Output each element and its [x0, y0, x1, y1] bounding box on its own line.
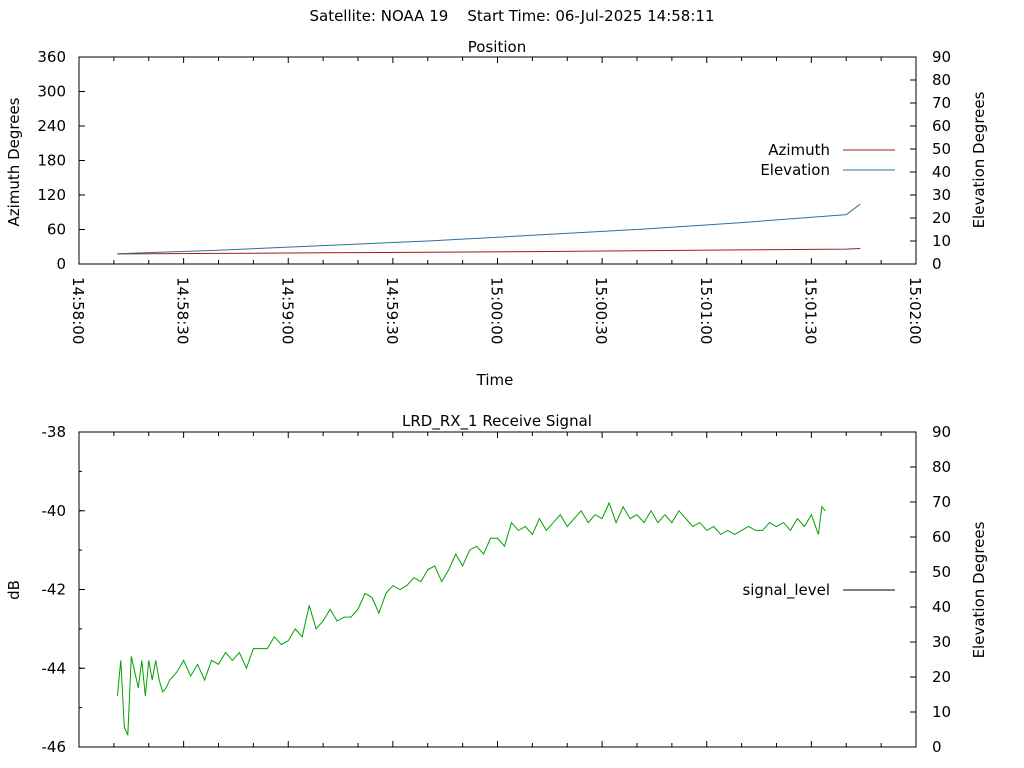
chart-header: Satellite: NOAA 19 Start Time: 06-Jul-20…	[0, 7, 1024, 25]
position-y-tick-label-4: 240	[37, 117, 66, 135]
position-y2-tick-label-5: 50	[932, 140, 951, 158]
signal-y-tick-label-2: -42	[42, 581, 67, 599]
position-x-tick-label-7: 15:01:30	[801, 277, 819, 344]
position-y2-tick-label-8: 80	[932, 71, 951, 89]
position-series-lines	[117, 203, 861, 255]
signal-y2-tick-label-9: 90	[932, 423, 951, 441]
position-x-tick-label-5: 15:00:30	[592, 277, 610, 344]
position-x-tick-label-8: 15:02:00	[906, 277, 924, 344]
legend-label-azimuth: Azimuth	[768, 141, 830, 159]
signal-y-tick-label-1: -40	[42, 502, 67, 520]
series-line-elevation	[117, 203, 861, 255]
position-x-tick-label-4: 15:00:00	[488, 277, 506, 344]
position-axes: 0 60 120 180 240 300 360 0 10 20 30 40 50 60 70 80 90 14:…	[37, 48, 951, 344]
position-y2-axis-label: Elevation Degrees	[970, 91, 988, 228]
position-y2-tick-label-7: 70	[932, 94, 951, 112]
position-legend: Azimuth Elevation	[760, 141, 895, 179]
position-y2-tick-label-9: 90	[932, 48, 951, 66]
signal-y2-tick-label-8: 80	[932, 458, 951, 476]
signal-y2-tick-label-0: 0	[932, 738, 942, 756]
position-chart: Position Azimuth Degrees Elevation Degre…	[5, 38, 988, 389]
signal-y2-tick-label-2: 20	[932, 668, 951, 686]
position-y-tick-label-5: 300	[37, 83, 66, 101]
position-y2-tick-label-1: 10	[932, 232, 951, 250]
signal-y-tick-label-3: -44	[42, 659, 67, 677]
position-y2-tick-label-4: 40	[932, 163, 951, 181]
position-y2-tick-label-0: 0	[932, 255, 942, 273]
legend-label-signal_level: signal_level	[742, 581, 830, 600]
position-y-tick-label-2: 120	[37, 186, 66, 204]
signal-chart: LRD_RX_1 Receive Signal dB Elevation Deg…	[5, 412, 988, 756]
start-time-label: Start Time: 06-Jul-2025 14:58:11	[467, 7, 715, 25]
signal-y2-axis-label: Elevation Degrees	[970, 521, 988, 658]
position-y2-tick-label-6: 60	[932, 117, 951, 135]
signal-y2-tick-label-6: 60	[932, 528, 951, 546]
position-y2-tick-label-3: 30	[932, 186, 951, 204]
signal-y2-tick-label-1: 10	[932, 703, 951, 721]
position-y-axis-label: Azimuth Degrees	[5, 97, 23, 226]
signal-legend: signal_level	[742, 581, 895, 600]
satellite-label: Satellite: NOAA 19	[309, 7, 449, 25]
position-x-tick-label-2: 14:59:00	[278, 277, 296, 344]
position-y-tick-label-6: 360	[37, 48, 66, 66]
position-x-tick-label-1: 14:58:30	[174, 277, 192, 344]
signal-axes: -38 -40 -42 -44 -46 0 10 20 30 40 50 60 70 80 90	[42, 423, 952, 756]
signal-y2-tick-label-5: 50	[932, 563, 951, 581]
position-x-tick-label-3: 14:59:30	[383, 277, 401, 344]
signal-y2-tick-label-4: 40	[932, 598, 951, 616]
position-x-tick-label-0: 14:58:00	[69, 277, 87, 344]
position-chart-title: Position	[468, 38, 526, 56]
signal-y-axis-label: dB	[5, 580, 23, 600]
position-y-tick-label-0: 0	[56, 255, 66, 273]
signal-series-lines	[116, 501, 826, 736]
position-y-tick-label-3: 180	[37, 152, 66, 170]
signal-y-tick-label-4: -46	[42, 738, 67, 756]
legend-label-elevation: Elevation	[760, 161, 830, 179]
signal-y-tick-label-0: -38	[42, 423, 67, 441]
series-line-signal_level	[116, 501, 826, 736]
position-x-axis-label: Time	[476, 371, 514, 389]
position-x-tick-label-6: 15:01:00	[697, 277, 715, 344]
position-y2-tick-label-2: 20	[932, 209, 951, 227]
series-line-azimuth	[117, 248, 861, 255]
signal-y2-tick-label-7: 70	[932, 493, 951, 511]
signal-chart-title: LRD_RX_1 Receive Signal	[402, 412, 592, 431]
signal-y2-tick-label-3: 30	[932, 633, 951, 651]
position-y-tick-label-1: 60	[47, 221, 66, 239]
